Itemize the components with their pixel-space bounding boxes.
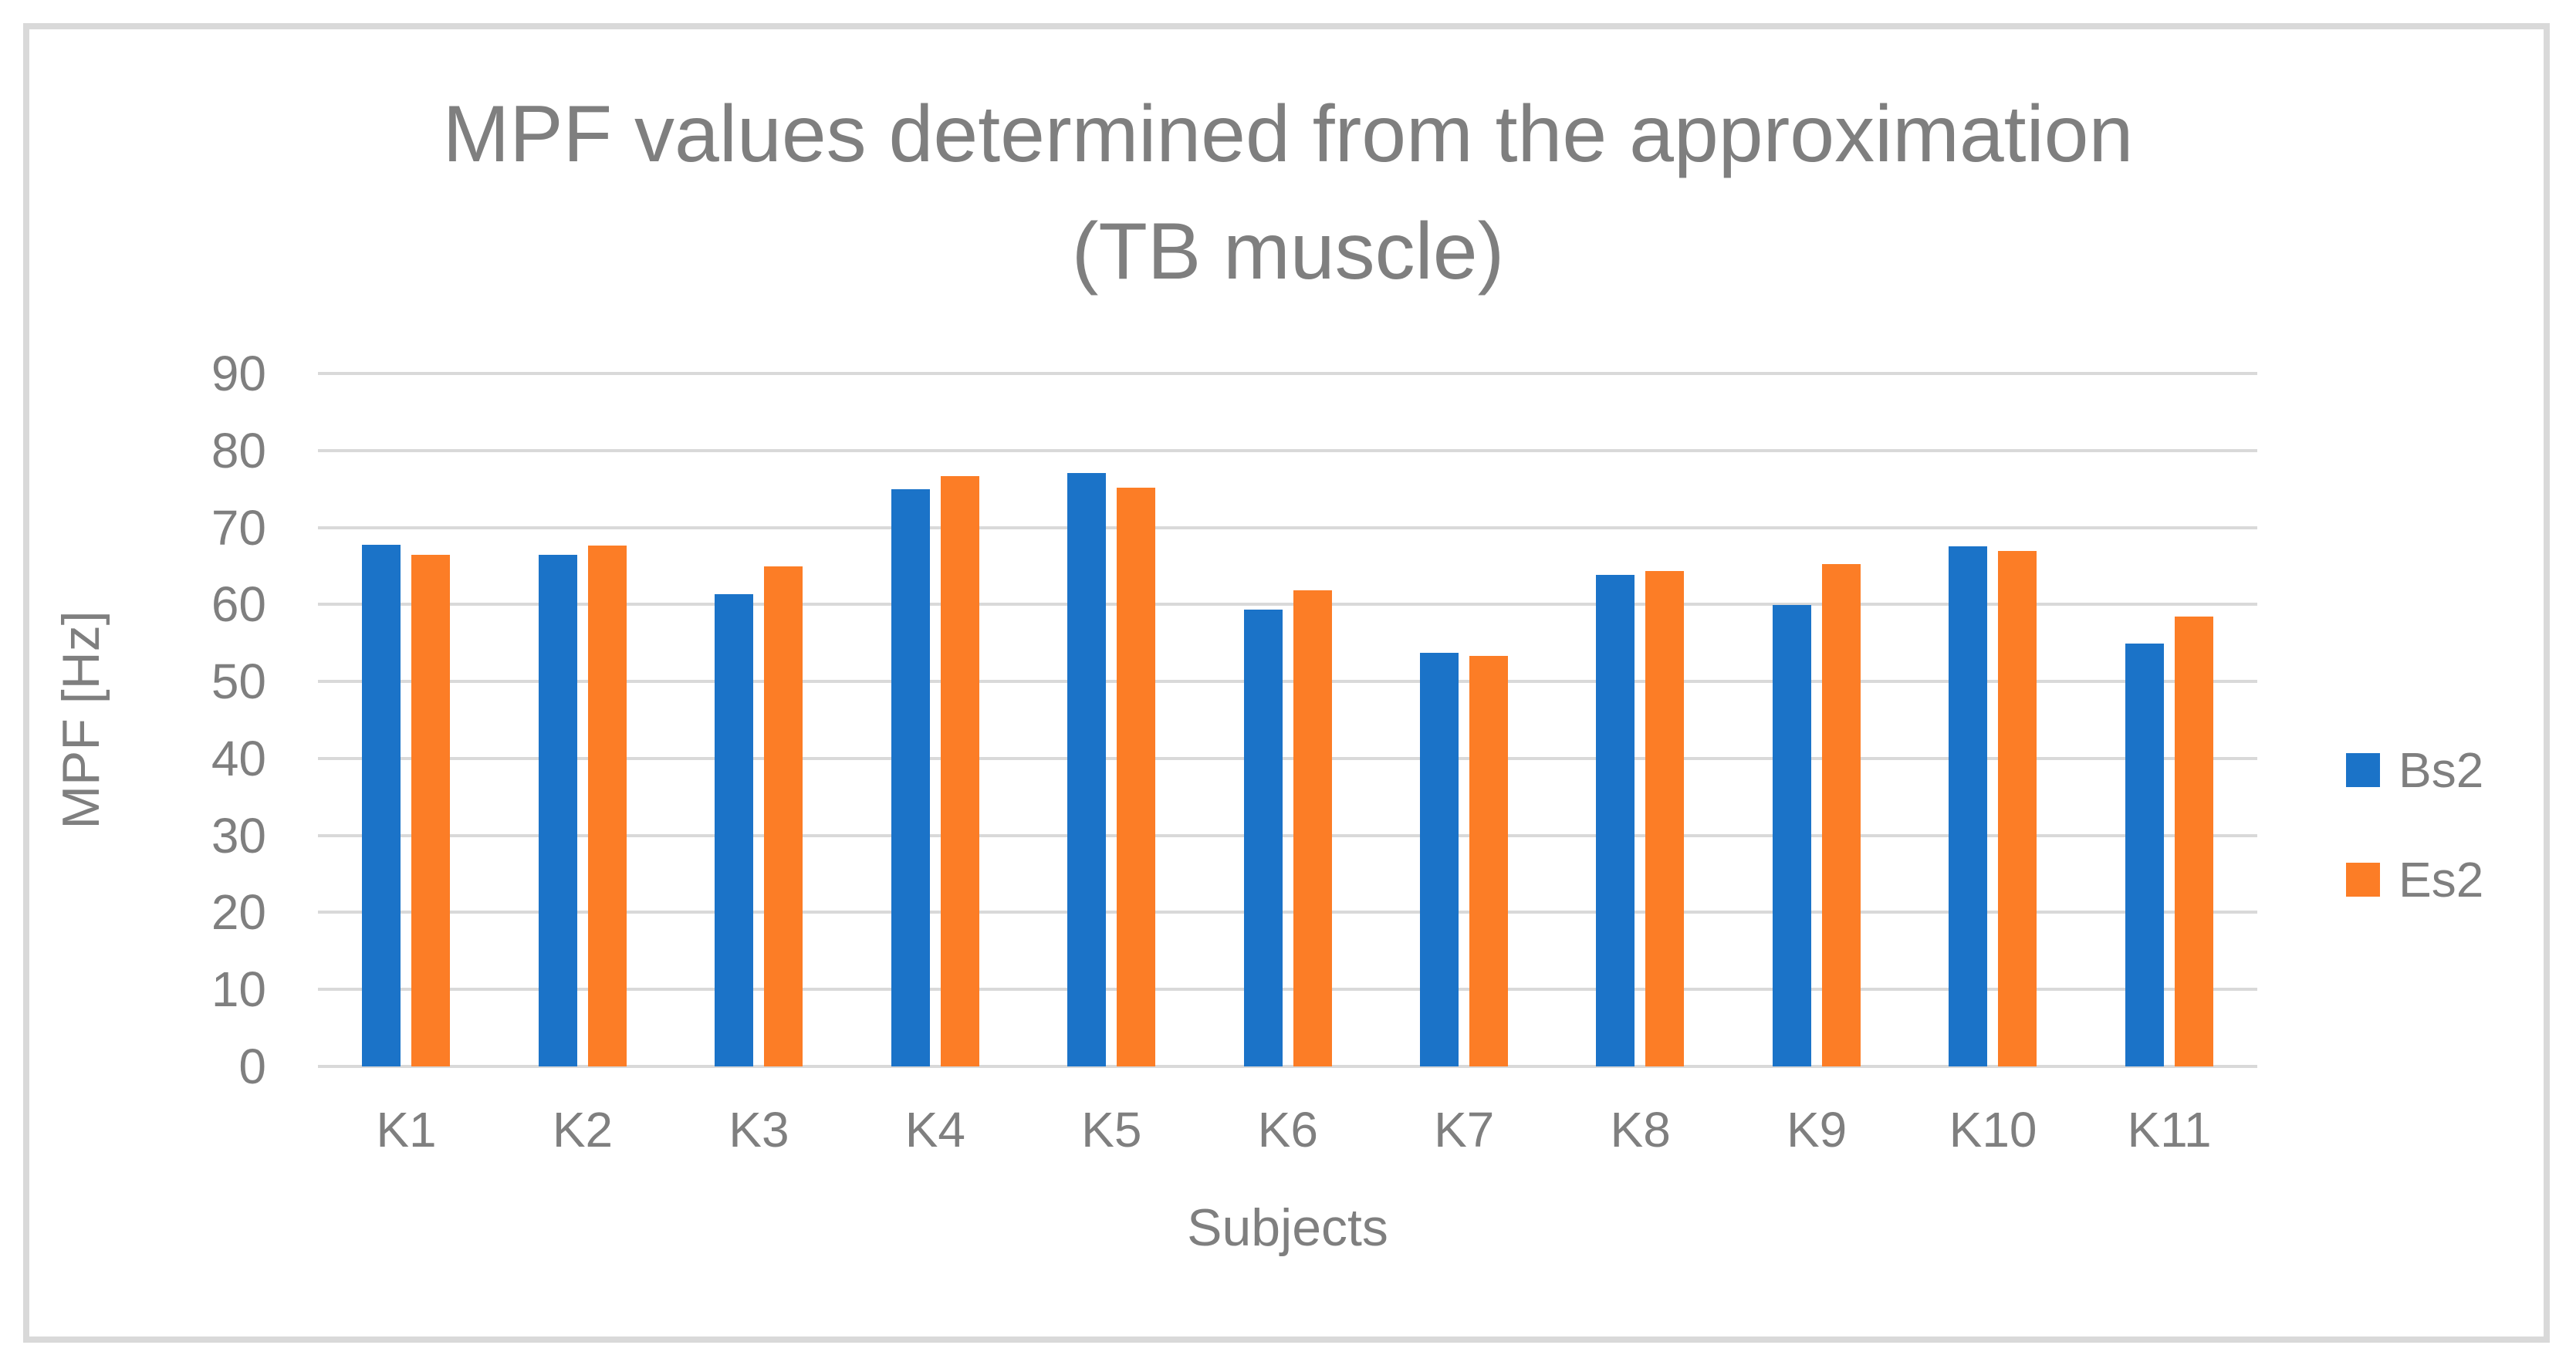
x-tick-label-k3: K3 <box>729 1102 789 1157</box>
y-tick-label-70: 70 <box>211 499 266 556</box>
bar-bs2-k7 <box>1419 653 1459 1066</box>
legend-item-es2: Es2 <box>2346 855 2483 904</box>
gridline-70 <box>318 525 2257 529</box>
chart-title-line2: (TB muscle) <box>1071 207 1505 296</box>
bar-es2-k11 <box>2174 617 2213 1066</box>
gridline-90 <box>318 372 2257 375</box>
bar-bs2-k5 <box>1067 472 1107 1066</box>
x-tick-label-k2: K2 <box>552 1102 614 1157</box>
bar-es2-k9 <box>1821 564 1861 1066</box>
bar-es2-k7 <box>1469 656 1508 1066</box>
gridline-40 <box>318 756 2257 760</box>
gridline-20 <box>318 911 2257 914</box>
bar-es2-k3 <box>764 566 803 1066</box>
y-tick-label-50: 50 <box>211 654 266 710</box>
y-tick-label-80: 80 <box>211 422 266 478</box>
bar-bs2-k11 <box>2125 644 2164 1066</box>
y-tick-label-0: 0 <box>238 1039 266 1094</box>
x-tick-label-k8: K8 <box>1610 1102 1671 1157</box>
bar-es2-k2 <box>587 545 627 1066</box>
bar-es2-k8 <box>1645 571 1685 1066</box>
bar-es2-k5 <box>1117 487 1156 1066</box>
bar-bs2-k6 <box>1243 610 1283 1066</box>
gridline-0 <box>318 1065 2257 1068</box>
bar-bs2-k1 <box>362 544 401 1066</box>
bar-bs2-k8 <box>1596 575 1635 1066</box>
y-tick-label-10: 10 <box>211 961 266 1018</box>
x-tick-label-k11: K11 <box>2127 1102 2212 1157</box>
gridline-60 <box>318 603 2257 607</box>
y-tick-label-60: 60 <box>211 576 266 633</box>
x-tick-label-k10: K10 <box>1949 1102 2037 1157</box>
legend-label-es2: Es2 <box>2399 852 2484 907</box>
x-tick-label-k7: K7 <box>1434 1102 1495 1157</box>
legend-swatch-bs2 <box>2346 753 2380 787</box>
legend-label-bs2: Bs2 <box>2399 742 2484 798</box>
bar-bs2-k4 <box>891 488 930 1066</box>
gridline-80 <box>318 448 2257 452</box>
x-tick-label-k1: K1 <box>376 1102 437 1157</box>
y-tick-label-40: 40 <box>211 730 266 786</box>
y-tick-label-20: 20 <box>211 884 266 941</box>
bar-bs2-k10 <box>1949 546 1988 1066</box>
x-tick-label-k9: K9 <box>1786 1102 1847 1157</box>
gridline-50 <box>318 680 2257 684</box>
x-tick-label-k5: K5 <box>1081 1102 1142 1157</box>
bar-es2-k10 <box>1998 550 2037 1066</box>
y-tick-label-30: 30 <box>211 807 266 863</box>
legend-item-bs2: Bs2 <box>2346 745 2483 795</box>
chart-title: MPF values determined from the approxima… <box>0 76 2576 310</box>
y-tick-label-90: 90 <box>211 346 266 401</box>
x-tick-label-k6: K6 <box>1257 1102 1318 1157</box>
bar-bs2-k9 <box>1772 605 1811 1066</box>
gridline-30 <box>318 833 2257 837</box>
plot-area <box>318 372 2257 1068</box>
legend-swatch-es2 <box>2346 863 2380 897</box>
bar-bs2-k3 <box>715 594 754 1066</box>
x-tick-label-k4: K4 <box>904 1102 965 1157</box>
bar-es2-k1 <box>411 555 451 1066</box>
bar-es2-k6 <box>1293 590 1332 1066</box>
gridline-10 <box>318 988 2257 992</box>
bar-bs2-k2 <box>538 555 577 1066</box>
y-axis-title: MPF [Hz] <box>52 610 110 830</box>
bar-es2-k4 <box>940 475 979 1066</box>
legend: Bs2 Es2 <box>2346 745 2483 965</box>
x-axis-title: Subjects <box>1187 1198 1388 1257</box>
chart-title-line1: MPF values determined from the approxima… <box>442 90 2134 179</box>
